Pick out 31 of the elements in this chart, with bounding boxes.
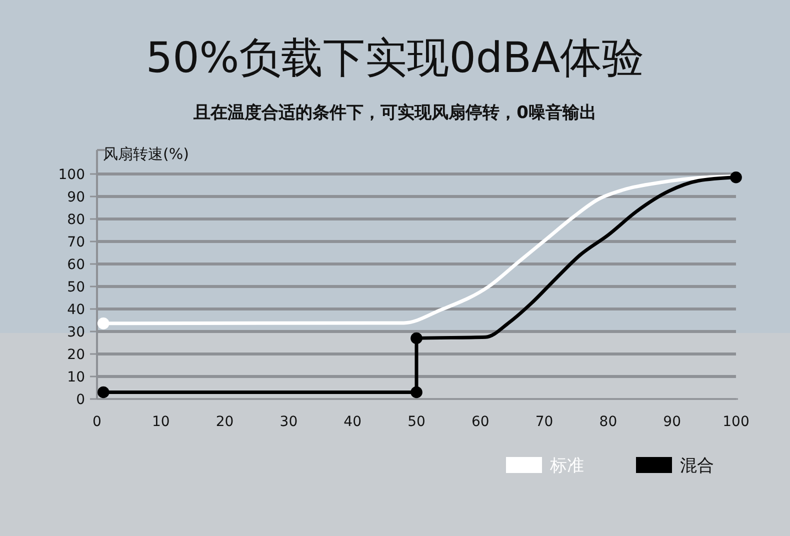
x-tick-label: 100: [722, 414, 750, 430]
x-tick-label: 50: [408, 414, 426, 430]
point: [730, 171, 742, 184]
y-tick-label: 20: [67, 346, 85, 363]
y-tick-label: 40: [67, 302, 85, 318]
y-tick-label: 0: [76, 392, 85, 408]
x-tick-label: 80: [599, 414, 618, 430]
x-tick-label: 70: [535, 414, 554, 430]
y-tick-label: 90: [67, 189, 85, 206]
y-axis-title: 风扇转速(%): [103, 145, 189, 163]
point: [410, 386, 422, 398]
x-tick-label: 20: [216, 414, 234, 430]
y-tick-label: 70: [67, 234, 85, 250]
y-tick-label: 30: [67, 324, 85, 340]
point: [97, 386, 110, 398]
x-tick-label: 40: [344, 414, 362, 430]
x-tick-label: 0: [92, 414, 102, 430]
y-tick-label: 100: [58, 166, 85, 183]
x-tick-label: 30: [280, 414, 298, 430]
chart-subtitle: 且在温度合适的条件下，可实现风扇停转，0噪音输出: [192, 103, 596, 123]
legend-label: 混合: [680, 456, 714, 476]
chart-title: 50%负载下实现0dBA体验: [146, 33, 644, 82]
y-tick-label: 50: [67, 279, 85, 296]
y-tick-label: 10: [67, 369, 85, 386]
point: [97, 317, 110, 330]
x-tick-label: 90: [663, 414, 682, 430]
x-tick-label: 10: [152, 414, 170, 430]
y-tick-label: 80: [67, 212, 85, 228]
x-tick-label: 60: [471, 414, 490, 430]
point: [410, 332, 422, 344]
y-tick-label: 60: [67, 256, 85, 273]
